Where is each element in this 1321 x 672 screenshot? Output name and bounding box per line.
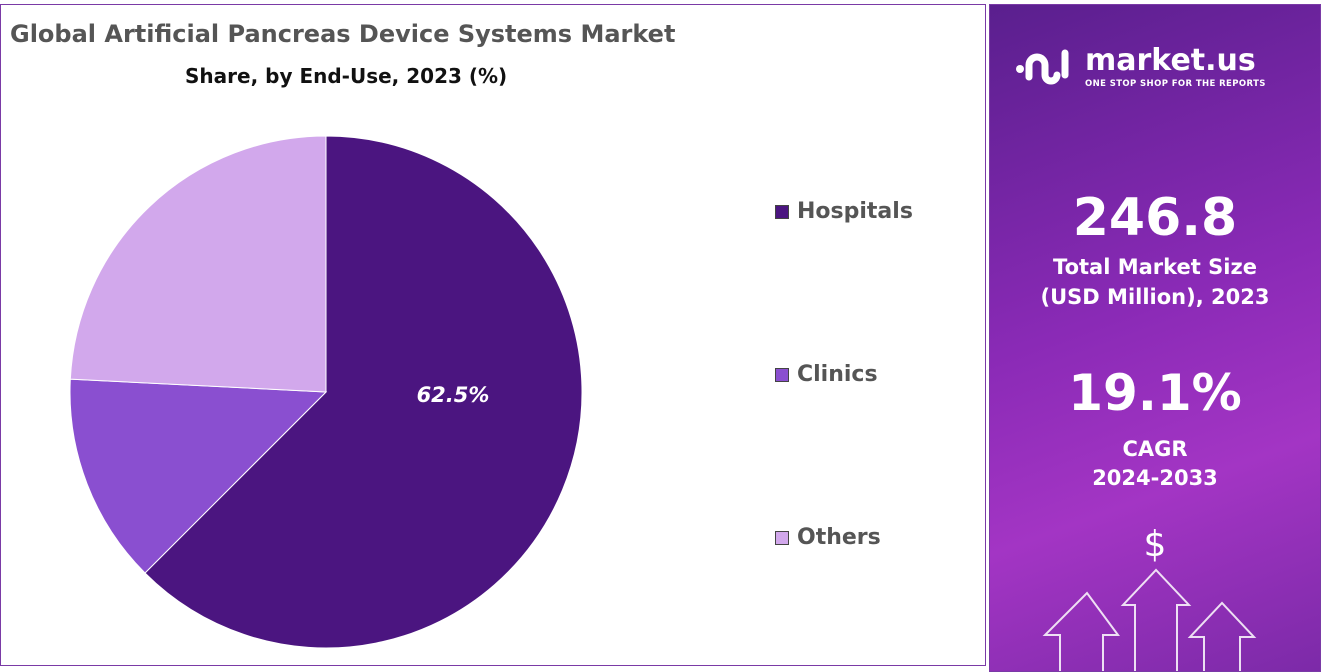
logo-icon <box>1016 49 1069 84</box>
legend-item-hospitals: Hospitals <box>775 199 913 225</box>
market-us-logo: market.us ONE STOP SHOP FOR THE REPORTS <box>1015 43 1266 90</box>
legend-label: Hospitals <box>797 199 913 224</box>
logo-text: market.us <box>1085 43 1256 78</box>
cagr-label: CAGR <box>1122 437 1188 461</box>
market-size-year: (USD Million), 2023 <box>1040 285 1270 309</box>
dollar-icon: $ <box>1143 524 1167 565</box>
legend-label: Clinics <box>797 362 878 387</box>
legend-label: Others <box>797 525 881 550</box>
chart-subtitle: Share, by End-Use, 2023 (%) <box>185 64 508 88</box>
cagr-value: 19.1% <box>1068 364 1242 422</box>
legend-swatch <box>775 368 789 383</box>
summary-panel: market.us ONE STOP SHOP FOR THE REPORTS … <box>989 4 1321 672</box>
legend-swatch <box>775 205 789 220</box>
market-size-value: 246.8 <box>1072 188 1238 248</box>
legend-item-clinics: Clinics <box>775 362 878 388</box>
data-label-hospitals: 62.5% <box>417 383 490 407</box>
market-size-label: Total Market Size <box>1053 255 1257 279</box>
chart-frame <box>0 4 986 666</box>
growth-arrows-icon <box>1042 568 1257 671</box>
pie-slice-hospitals <box>144 135 583 649</box>
legend-swatch <box>775 531 789 546</box>
pie-chart: 62.5% <box>69 135 583 649</box>
pie-slice-clinics <box>69 378 328 574</box>
logo-tagline: ONE STOP SHOP FOR THE REPORTS <box>1085 79 1266 89</box>
legend-item-others: Others <box>775 525 881 551</box>
cagr-period: 2024-2033 <box>1092 466 1218 490</box>
chart-title: Global Artificial Pancreas Device System… <box>10 20 676 48</box>
pie-slice-others <box>69 135 327 393</box>
